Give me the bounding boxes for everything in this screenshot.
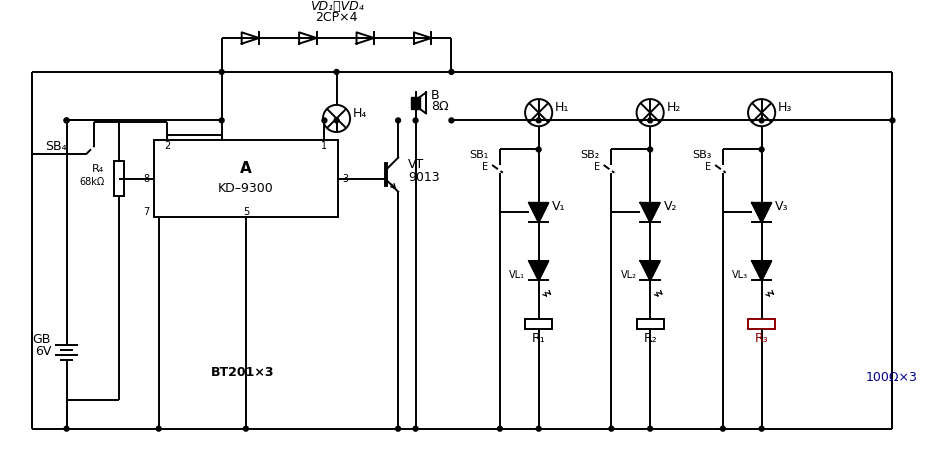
Text: V₂: V₂ <box>664 200 678 213</box>
Circle shape <box>65 426 69 431</box>
Text: E: E <box>705 162 711 172</box>
Text: 8Ω: 8Ω <box>431 100 448 113</box>
Text: A: A <box>240 162 252 176</box>
Polygon shape <box>529 203 548 222</box>
Polygon shape <box>640 203 660 222</box>
Text: R₁: R₁ <box>532 332 546 345</box>
Circle shape <box>334 118 339 123</box>
Text: SB₃: SB₃ <box>692 150 711 160</box>
Text: H₂: H₂ <box>666 101 681 114</box>
Text: 68kΩ: 68kΩ <box>80 177 105 188</box>
Circle shape <box>449 118 454 123</box>
Circle shape <box>609 426 614 431</box>
Circle shape <box>413 118 418 123</box>
Text: E: E <box>482 162 489 172</box>
Circle shape <box>396 426 401 431</box>
Text: R₃: R₃ <box>754 332 768 345</box>
Text: 9013: 9013 <box>408 171 439 184</box>
Text: E: E <box>593 162 600 172</box>
Text: H₃: H₃ <box>778 101 793 114</box>
Text: V₃: V₃ <box>775 200 789 213</box>
Text: 7: 7 <box>144 207 150 216</box>
Circle shape <box>243 426 248 431</box>
Polygon shape <box>640 261 660 280</box>
Text: 8: 8 <box>144 174 150 184</box>
Circle shape <box>156 426 161 431</box>
Bar <box>154 140 338 217</box>
Circle shape <box>648 147 652 152</box>
Text: 5: 5 <box>242 207 249 216</box>
Circle shape <box>413 426 418 431</box>
Circle shape <box>648 118 652 123</box>
Text: V₁: V₁ <box>552 200 565 213</box>
Text: 100Ω×3: 100Ω×3 <box>866 371 917 384</box>
Circle shape <box>497 426 503 431</box>
Text: BT201×3: BT201×3 <box>212 366 275 379</box>
Circle shape <box>890 118 895 123</box>
Circle shape <box>396 118 401 123</box>
Text: 2: 2 <box>164 140 170 151</box>
Text: B: B <box>431 89 440 102</box>
Circle shape <box>65 118 69 123</box>
Bar <box>412 97 419 109</box>
Text: GB: GB <box>33 333 51 346</box>
Text: VL₂: VL₂ <box>621 270 636 279</box>
Circle shape <box>759 118 764 123</box>
Circle shape <box>219 118 224 123</box>
Circle shape <box>759 147 764 152</box>
Circle shape <box>536 426 541 431</box>
Circle shape <box>334 69 339 74</box>
Text: SB₂: SB₂ <box>580 150 600 160</box>
Polygon shape <box>752 261 771 280</box>
Bar <box>525 319 552 329</box>
Polygon shape <box>529 261 548 280</box>
Text: H₄: H₄ <box>353 107 368 120</box>
Text: KD–9300: KD–9300 <box>218 182 274 195</box>
Text: VL₃: VL₃ <box>732 270 748 279</box>
Circle shape <box>721 426 725 431</box>
Text: H₁: H₁ <box>555 101 569 114</box>
Circle shape <box>322 118 327 123</box>
Circle shape <box>536 118 541 123</box>
Bar <box>636 319 664 329</box>
Bar <box>114 161 124 196</box>
Text: SB₄: SB₄ <box>45 140 66 153</box>
Circle shape <box>759 426 764 431</box>
Circle shape <box>648 426 652 431</box>
Text: 6V: 6V <box>35 345 51 358</box>
Circle shape <box>65 118 69 123</box>
Text: VL₁: VL₁ <box>509 270 525 279</box>
Polygon shape <box>752 203 771 222</box>
Text: VT: VT <box>408 158 424 171</box>
Circle shape <box>536 147 541 152</box>
Text: SB₁: SB₁ <box>469 150 489 160</box>
Text: 2CP×4: 2CP×4 <box>315 11 358 24</box>
Bar <box>748 319 775 329</box>
Circle shape <box>219 69 224 74</box>
Text: R₂: R₂ <box>643 332 657 345</box>
Text: VD₁～VD₄: VD₁～VD₄ <box>310 0 363 13</box>
Text: R₄: R₄ <box>92 164 105 174</box>
Text: 1: 1 <box>321 140 328 151</box>
Circle shape <box>449 69 454 74</box>
Text: 3: 3 <box>342 174 348 184</box>
